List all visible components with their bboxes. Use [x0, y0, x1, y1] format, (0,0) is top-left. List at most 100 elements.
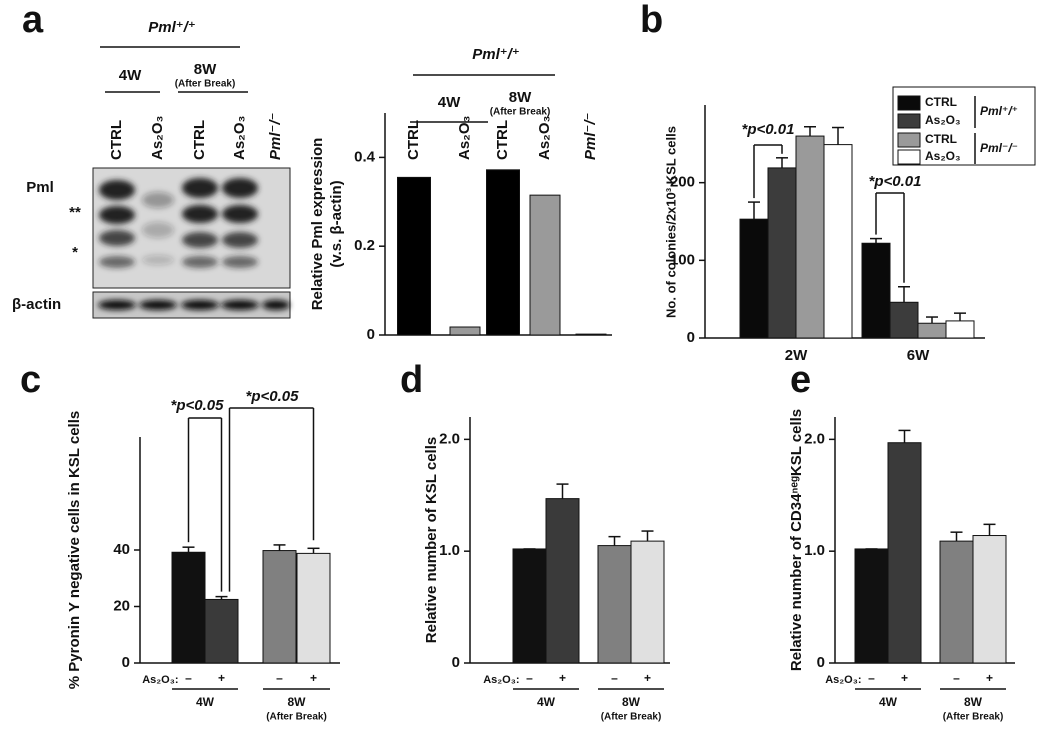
bar [854, 548, 889, 664]
legend-swatch [897, 149, 921, 165]
x-tick-label: – [276, 671, 283, 685]
bar [529, 194, 561, 336]
y-tick-label: 0 [452, 654, 460, 671]
x-tick-label: + [559, 671, 566, 685]
group-label: 4W [537, 695, 556, 709]
y-axis-label: Relative Pml expression [309, 138, 326, 311]
y-tick-label: 0.4 [354, 148, 376, 165]
y-tick-label: 0 [122, 654, 130, 671]
bar [795, 135, 825, 339]
bar [171, 551, 206, 664]
bar [296, 552, 331, 664]
legend-swatch [897, 132, 921, 148]
bar [512, 548, 547, 664]
group-note: (After Break) [266, 712, 327, 723]
y-tick-label: 2.0 [439, 430, 460, 447]
bar [945, 320, 975, 339]
group-label: 8W [194, 61, 217, 78]
bar [917, 322, 947, 339]
bar [889, 301, 919, 339]
annotation: *p<0.05 [246, 388, 300, 405]
annotation: *p<0.05 [171, 397, 225, 414]
bar [575, 333, 607, 336]
panel-label: a [22, 0, 44, 41]
legend-label: As₂O₃ [925, 149, 961, 163]
bar [861, 242, 891, 339]
category-label: Pml⁻/⁻ [582, 112, 599, 160]
row-label: β-actin [12, 296, 61, 313]
y-tick-label: 0.2 [354, 237, 375, 254]
panel-label: c [20, 359, 41, 401]
bar [397, 176, 431, 336]
lane-label: As₂O₃ [231, 115, 248, 160]
lane-label: Pml⁻/⁻ [267, 112, 284, 160]
treatment-label: As₂O₃: [142, 674, 178, 686]
x-tick-label: + [901, 671, 908, 685]
row-label: ** [69, 204, 81, 221]
legend-group: Pml⁻/⁻ [980, 141, 1018, 155]
x-tick-label: 6W [907, 347, 930, 364]
y-axis-label: Relative number of CD34ⁿᵉᵍKSL cells [788, 409, 805, 671]
x-tick-label: – [185, 671, 192, 685]
y-tick-label: 200 [670, 174, 695, 191]
legend-swatch [897, 95, 921, 111]
bar [449, 326, 481, 336]
bar [630, 540, 665, 664]
x-tick-label: – [611, 671, 618, 685]
bar [767, 167, 797, 339]
x-tick-label: – [526, 671, 533, 685]
bar [262, 550, 297, 664]
blot-image [92, 167, 291, 319]
group-note: (After Break) [490, 107, 551, 118]
x-tick-label: + [644, 671, 651, 685]
annotation: *p<0.01 [742, 121, 795, 138]
bar [204, 598, 239, 664]
x-tick-label: – [868, 671, 875, 685]
y-tick-label: 20 [113, 597, 130, 614]
legend-label: As₂O₃ [925, 113, 961, 127]
lane-label: As₂O₃ [149, 115, 166, 160]
legend-label: CTRL [925, 95, 957, 109]
group-label: 4W [879, 695, 898, 709]
x-tick-label: 2W [785, 347, 808, 364]
category-label: As₂O₃ [456, 115, 473, 160]
bar [739, 218, 769, 339]
genotype-label: Pml⁺/⁺ [148, 19, 196, 36]
annotation: *p<0.01 [869, 173, 922, 190]
category-label: CTRL [405, 120, 422, 160]
category-label: CTRL [494, 120, 511, 160]
bar [597, 545, 632, 664]
y-axis-label: % Pyronin Y negative cells in KSL cells [66, 411, 83, 689]
lane-label: CTRL [108, 120, 125, 160]
legend-group: Pml⁺/⁺ [980, 104, 1018, 118]
y-tick-label: 2.0 [804, 430, 825, 447]
y-tick-label: 1.0 [804, 542, 825, 559]
y-axis-label: (v.s. β-actin) [328, 180, 345, 267]
bar [972, 535, 1007, 664]
y-tick-label: 100 [670, 251, 695, 268]
row-label: Pml [26, 179, 54, 196]
bar [545, 498, 580, 664]
x-tick-label: + [218, 671, 225, 685]
category-label: As₂O₃ [536, 115, 553, 160]
treatment-label: As₂O₃: [825, 674, 861, 686]
treatment-label: As₂O₃: [483, 674, 519, 686]
bar [887, 442, 922, 664]
x-tick-label: + [310, 671, 317, 685]
group-label: 4W [438, 94, 461, 111]
y-tick-label: 40 [113, 541, 130, 558]
x-tick-label: – [953, 671, 960, 685]
group-label: 8W [964, 695, 983, 709]
legend-swatch [897, 113, 921, 129]
y-axis-label: No. of colonies/2x10³ KSL cells [663, 126, 678, 318]
bar [823, 144, 853, 339]
y-tick-label: 1.0 [439, 542, 460, 559]
panel-label: b [640, 0, 663, 41]
group-label: 4W [119, 67, 142, 84]
lane-label: CTRL [191, 120, 208, 160]
panel-label: e [790, 359, 811, 401]
group-note: (After Break) [601, 712, 662, 723]
y-axis-label: Relative number of KSL cells [423, 437, 440, 643]
